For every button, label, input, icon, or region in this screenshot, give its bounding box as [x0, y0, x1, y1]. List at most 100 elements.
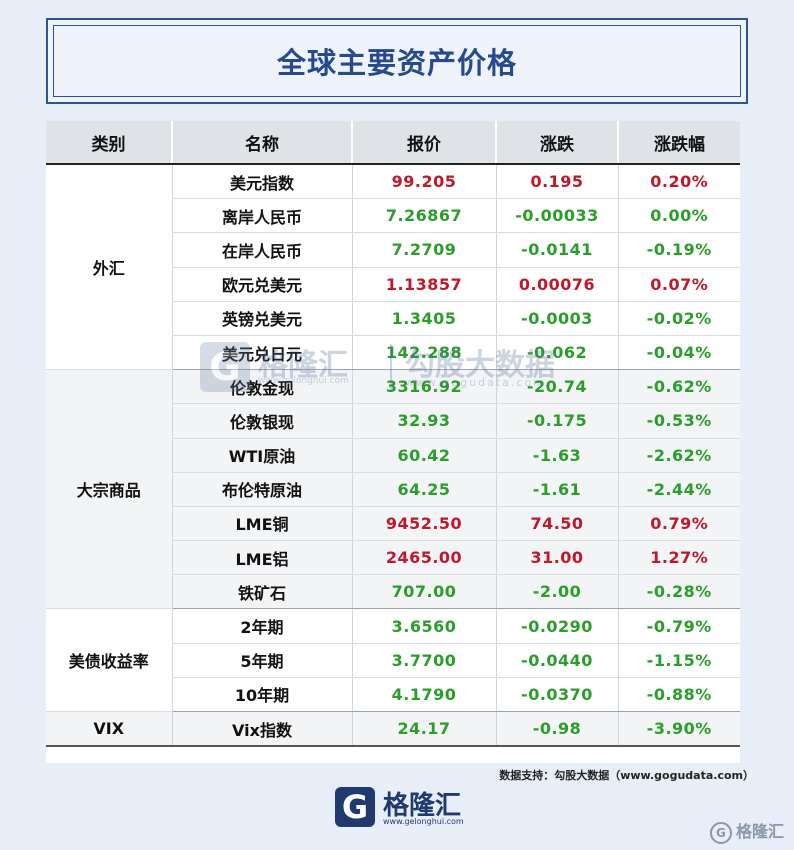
group-commodities: 大宗商品 伦敦金现 3316.92 -20.74 -0.62% 伦敦银现 32.… [46, 369, 740, 610]
asset-change-pct: -0.02% [617, 301, 740, 336]
group-bonds: 美债收益率 2年期 3.6560 -0.0290 -0.79% 5年期 3.77… [46, 608, 740, 713]
asset-change: -0.0003 [495, 301, 618, 336]
asset-price-table: 类别 名称 报价 涨跌 涨跌幅 外汇 美元指数 99.205 0.195 0.2… [46, 121, 740, 748]
title-frame: 全球主要资产价格 [46, 18, 748, 104]
asset-change-pct: 1.27% [617, 540, 740, 576]
asset-name: 离岸人民币 [171, 198, 352, 234]
asset-change-pct: -1.15% [617, 643, 740, 678]
asset-change: -1.61 [495, 472, 618, 507]
table-row: 在岸人民币 7.2709 -0.0141 -0.19% [46, 232, 740, 268]
asset-change-pct: 0.20% [617, 164, 740, 200]
asset-change: -20.74 [495, 369, 618, 405]
asset-change-pct: -0.53% [617, 403, 740, 439]
category-fx: 外汇 [46, 164, 172, 371]
asset-price: 7.2709 [351, 232, 496, 268]
table-row: 欧元兑美元 1.13857 0.00076 0.07% [46, 267, 740, 302]
table-row: 离岸人民币 7.26867 -0.00033 0.00% [46, 198, 740, 234]
asset-change-pct: -0.62% [617, 369, 740, 405]
title-inner-frame: 全球主要资产价格 [53, 25, 741, 97]
asset-change: -0.0290 [495, 608, 618, 644]
category-commodities: 大宗商品 [46, 369, 172, 610]
header-category: 类别 [46, 121, 172, 165]
asset-name: WTI原油 [171, 438, 352, 473]
asset-change-pct: -3.90% [617, 711, 740, 748]
asset-change: -1.63 [495, 438, 618, 473]
table-row: 伦敦银现 32.93 -0.175 -0.53% [46, 403, 740, 439]
asset-name: 铁矿石 [171, 574, 352, 610]
asset-price: 64.25 [351, 472, 496, 507]
asset-change: -2.00 [495, 574, 618, 610]
table-row: WTI原油 60.42 -1.63 -2.62% [46, 438, 740, 473]
header-row: 类别 名称 报价 涨跌 涨跌幅 [46, 121, 740, 165]
asset-change: 0.00076 [495, 267, 618, 302]
category-vix: VIX [46, 711, 172, 748]
asset-price: 4.1790 [351, 677, 496, 713]
header-name: 名称 [171, 121, 352, 165]
asset-price: 3.6560 [351, 608, 496, 644]
corner-brand: 格隆汇 [735, 822, 784, 841]
asset-change-pct: 0.00% [617, 198, 740, 234]
asset-change: -0.0440 [495, 643, 618, 678]
asset-price: 3316.92 [351, 369, 496, 405]
table-row: 5年期 3.7700 -0.0440 -1.15% [46, 643, 740, 678]
table-row: LME铜 9452.50 74.50 0.79% [46, 506, 740, 542]
asset-name: Vix指数 [171, 711, 352, 748]
table-row: 英镑兑美元 1.3405 -0.0003 -0.02% [46, 301, 740, 336]
asset-change: 31.00 [495, 540, 618, 576]
asset-name: 布伦特原油 [171, 472, 352, 507]
asset-name: 5年期 [171, 643, 352, 678]
header-change: 涨跌 [495, 121, 618, 165]
category-bonds: 美债收益率 [46, 608, 172, 712]
asset-name: 美元指数 [171, 164, 352, 200]
asset-price: 142.288 [351, 335, 496, 371]
asset-change-pct: -0.88% [617, 677, 740, 713]
asset-price: 7.26867 [351, 198, 496, 234]
source-note: 数据支持：勾股大数据（www.gogudata.com） [499, 769, 754, 782]
asset-change-pct: -2.62% [617, 438, 740, 473]
asset-change: 74.50 [495, 506, 618, 542]
asset-price: 1.3405 [351, 301, 496, 336]
asset-change-pct: 0.07% [617, 267, 740, 302]
table-row: 铁矿石 707.00 -2.00 -0.28% [46, 574, 740, 610]
asset-change: -0.0141 [495, 232, 618, 268]
asset-change: -0.98 [495, 711, 618, 748]
asset-change: -0.175 [495, 403, 618, 439]
page-title: 全球主要资产价格 [276, 46, 517, 80]
asset-change-pct: -0.04% [617, 335, 740, 371]
table-row: 大宗商品 伦敦金现 3316.92 -20.74 -0.62% [46, 369, 740, 610]
asset-price: 2465.00 [351, 540, 496, 576]
asset-name: 10年期 [171, 677, 352, 713]
footer-logo: G 格隆汇 www.gelonghui.com [335, 785, 515, 831]
asset-name: 在岸人民币 [171, 232, 352, 268]
asset-change: -0.0370 [495, 677, 618, 713]
asset-name: 英镑兑美元 [171, 301, 352, 336]
asset-change: -0.062 [495, 335, 618, 371]
asset-change-pct: -0.79% [617, 608, 740, 644]
header-change-pct: 涨跌幅 [617, 121, 740, 165]
table-row: 外汇 美元指数 99.205 0.195 0.20% [46, 164, 740, 371]
logo-name: 格隆汇 [383, 791, 462, 821]
logo-url: www.gelonghui.com [383, 817, 464, 826]
asset-change-pct: -0.28% [617, 574, 740, 610]
asset-price-table-wrapper: 类别 名称 报价 涨跌 涨跌幅 外汇 美元指数 99.205 0.195 0.2… [46, 121, 740, 763]
asset-change-pct: -0.19% [617, 232, 740, 268]
asset-price: 9452.50 [351, 506, 496, 542]
group-vix: VIX Vix指数 24.17 -0.98 -3.90% [46, 711, 740, 748]
asset-name: LME铝 [171, 540, 352, 576]
asset-change-pct: -2.44% [617, 472, 740, 507]
table-row: 10年期 4.1790 -0.0370 -0.88% [46, 677, 740, 713]
asset-change: -0.00033 [495, 198, 618, 234]
header-price: 报价 [351, 121, 496, 165]
table-row: VIX Vix指数 24.17 -0.98 -3.90% [46, 711, 740, 748]
asset-name: 欧元兑美元 [171, 267, 352, 302]
corner-watermark: G 格隆汇 [709, 818, 784, 844]
table-row: LME铝 2465.00 31.00 1.27% [46, 540, 740, 576]
asset-name: 2年期 [171, 608, 352, 644]
asset-price: 32.93 [351, 403, 496, 439]
asset-price: 3.7700 [351, 643, 496, 678]
table-row: 美元兑日元 142.288 -0.062 -0.04% [46, 335, 740, 371]
asset-price: 60.42 [351, 438, 496, 473]
asset-name: 伦敦银现 [171, 403, 352, 439]
asset-change-pct: 0.79% [617, 506, 740, 542]
asset-name: 美元兑日元 [171, 335, 352, 371]
